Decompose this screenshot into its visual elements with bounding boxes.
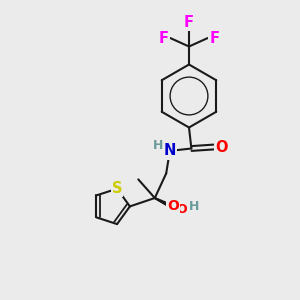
Text: O: O	[215, 140, 228, 154]
Text: H: H	[190, 202, 200, 216]
Text: F: F	[159, 31, 169, 46]
Text: F: F	[209, 31, 219, 46]
Text: H: H	[153, 139, 164, 152]
Text: O: O	[176, 202, 187, 216]
Text: F: F	[184, 15, 194, 30]
Text: N: N	[164, 143, 176, 158]
Text: S: S	[112, 181, 122, 196]
Text: H: H	[189, 200, 199, 213]
Text: O: O	[167, 199, 179, 213]
